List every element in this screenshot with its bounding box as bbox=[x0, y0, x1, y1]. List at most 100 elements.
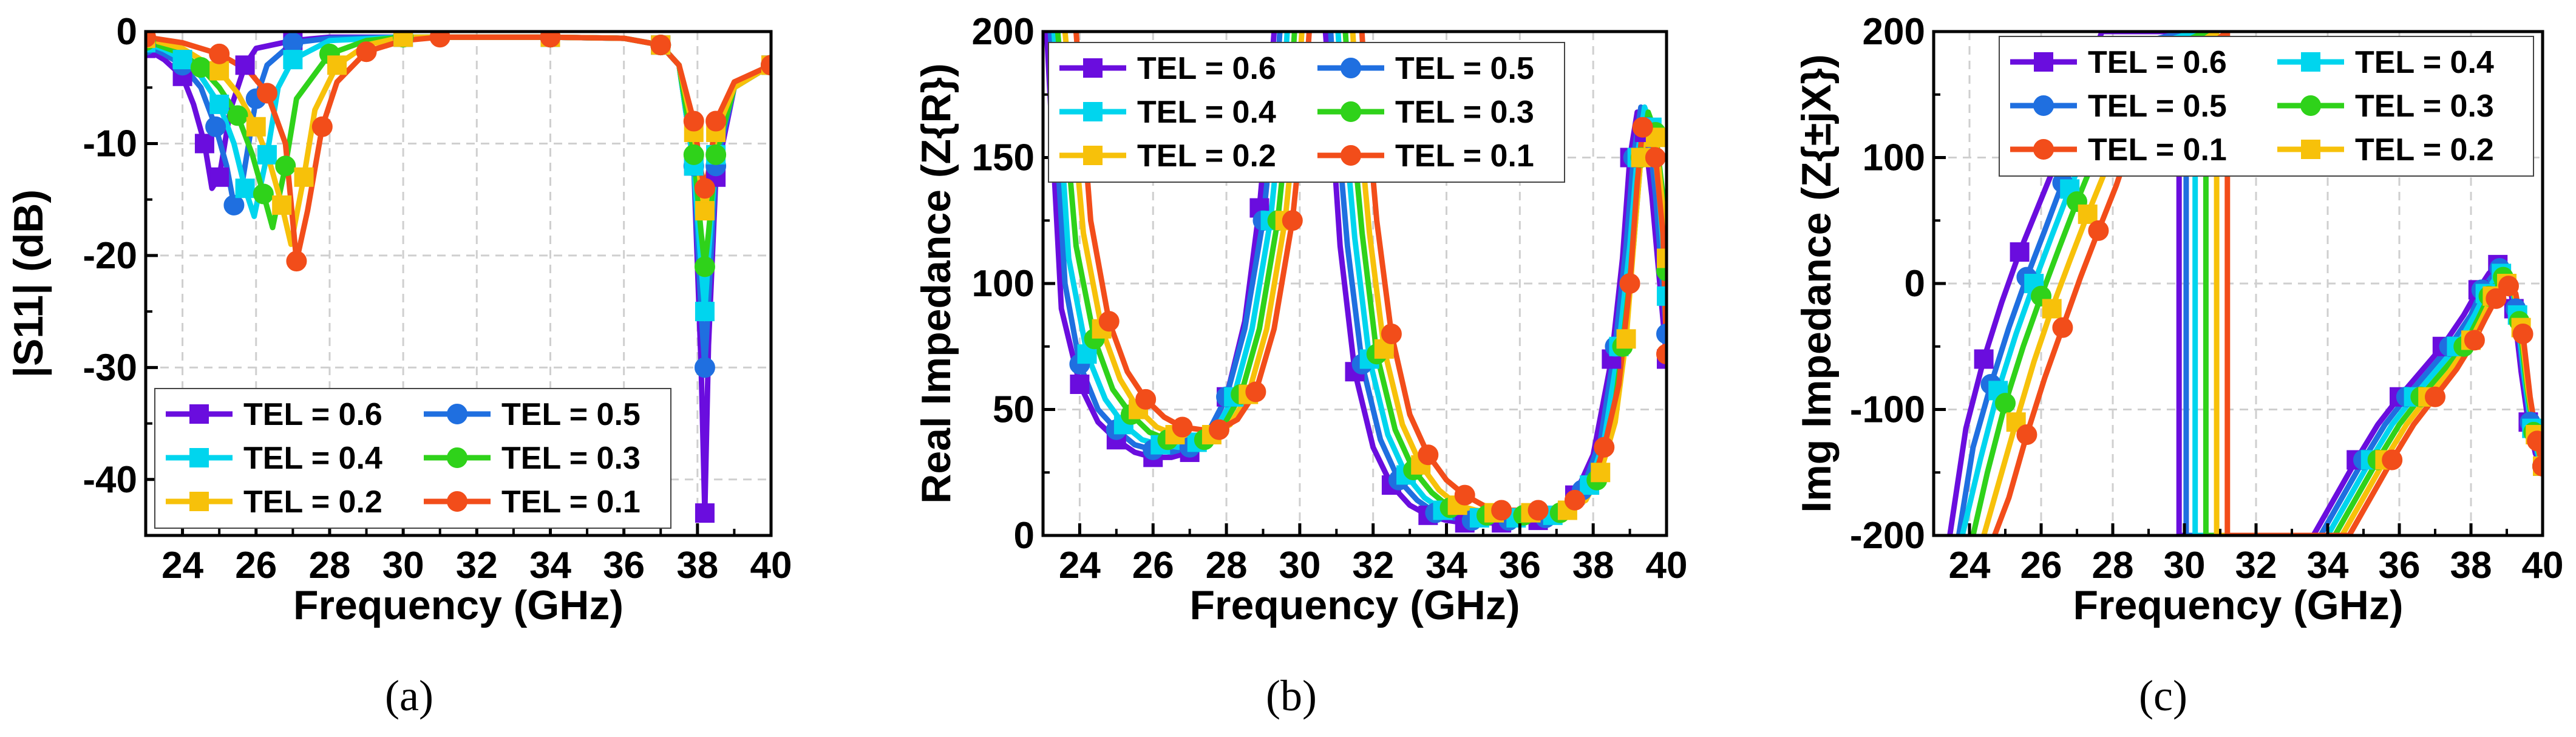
y-axis-label: Img Impedance (Z{±jX}) bbox=[1793, 54, 1840, 512]
x-axis-label: Frequency (GHz) bbox=[2073, 582, 2403, 628]
data-point bbox=[2425, 386, 2445, 407]
data-point bbox=[172, 50, 192, 70]
y-tick-label: -200 bbox=[1850, 515, 1925, 557]
x-tick-label: 24 bbox=[1949, 545, 1991, 586]
legend-entry: TEL = 0.6 bbox=[1137, 51, 1276, 86]
legend-marker bbox=[1341, 101, 1361, 122]
y-axis-label: |S11| (dB) bbox=[5, 189, 52, 378]
data-point bbox=[235, 178, 255, 199]
legend-marker bbox=[189, 448, 209, 467]
x-tick-label: 28 bbox=[2092, 545, 2134, 586]
data-point bbox=[1656, 324, 1667, 344]
legend-entry: TEL = 0.2 bbox=[243, 484, 382, 520]
data-point bbox=[1616, 329, 1636, 349]
data-point bbox=[356, 41, 377, 63]
legend-entry: TEL = 0.6 bbox=[243, 397, 382, 432]
y-tick-label: 50 bbox=[993, 389, 1035, 431]
data-point bbox=[286, 251, 307, 272]
data-point bbox=[393, 32, 413, 47]
data-point bbox=[1245, 381, 1266, 402]
legend-marker bbox=[2301, 52, 2320, 72]
legend-entry: TEL = 0.4 bbox=[243, 441, 382, 476]
y-tick-label: -40 bbox=[83, 459, 137, 501]
legend-entry: TEL = 0.6 bbox=[2088, 45, 2227, 80]
legend-entry: TEL = 0.4 bbox=[1137, 95, 1276, 130]
data-point bbox=[2010, 242, 2030, 262]
x-tick-label: 28 bbox=[1206, 545, 1248, 586]
x-tick-label: 26 bbox=[1132, 545, 1174, 586]
y-tick-label: 100 bbox=[1863, 137, 1925, 179]
legend-marker bbox=[189, 492, 209, 511]
x-tick-label: 36 bbox=[603, 545, 645, 586]
y-tick-label: 0 bbox=[1014, 515, 1035, 557]
x-tick-label: 32 bbox=[2235, 545, 2277, 586]
data-point bbox=[209, 61, 229, 81]
data-point bbox=[1564, 489, 1585, 511]
legend-marker bbox=[1083, 146, 1103, 165]
x-tick-label: 30 bbox=[382, 545, 424, 586]
x-tick-label: 28 bbox=[308, 545, 350, 586]
data-point bbox=[2532, 455, 2543, 477]
data-point bbox=[695, 503, 715, 523]
legend-marker bbox=[447, 491, 467, 512]
legend-marker bbox=[1083, 58, 1103, 78]
data-point bbox=[257, 144, 277, 165]
data-point bbox=[1657, 286, 1667, 306]
x-tick-label: 38 bbox=[676, 545, 718, 586]
y-tick-label: -30 bbox=[83, 347, 137, 389]
plot-area bbox=[146, 32, 771, 523]
x-axis-label: Frequency (GHz) bbox=[1189, 582, 1520, 628]
x-tick-label: 34 bbox=[2307, 545, 2349, 586]
y-tick-label: -10 bbox=[83, 123, 137, 165]
data-point bbox=[209, 94, 229, 114]
legend-entry: TEL = 0.2 bbox=[1137, 138, 1276, 174]
x-tick-label: 26 bbox=[235, 545, 277, 586]
x-tick-label: 26 bbox=[2020, 545, 2062, 586]
legend-marker bbox=[447, 447, 467, 468]
data-point bbox=[1656, 344, 1667, 365]
data-point bbox=[2052, 317, 2073, 338]
legend-box bbox=[1048, 42, 1565, 183]
data-point bbox=[694, 256, 715, 277]
data-point bbox=[2042, 299, 2062, 319]
data-point bbox=[209, 167, 229, 187]
data-point bbox=[2527, 430, 2543, 452]
data-point bbox=[1528, 500, 1549, 521]
data-point bbox=[683, 144, 704, 165]
data-point bbox=[1454, 484, 1475, 506]
legend-box bbox=[1999, 36, 2534, 177]
panel-b-chart: 24 26 28 30 32 34 36 38 40 0 50 100 150 200 Frequency … bbox=[913, 11, 1687, 628]
data-point bbox=[1135, 389, 1157, 410]
data-point bbox=[705, 144, 727, 165]
legend-entry: TEL = 0.5 bbox=[1395, 51, 1534, 86]
x-tick-label: 40 bbox=[2522, 545, 2564, 586]
data-point bbox=[253, 183, 274, 205]
y-tick-label: -100 bbox=[1850, 389, 1925, 431]
data-point bbox=[761, 55, 771, 76]
legend-entry: TEL = 0.1 bbox=[2088, 132, 2227, 168]
legend-entry: TEL = 0.1 bbox=[1395, 138, 1534, 174]
data-point bbox=[650, 35, 671, 56]
data-point bbox=[1208, 419, 1229, 440]
data-point bbox=[694, 357, 715, 378]
legend-marker bbox=[447, 404, 467, 424]
x-tick-label: 40 bbox=[750, 545, 792, 586]
data-point bbox=[283, 50, 303, 70]
x-axis-label: Frequency (GHz) bbox=[293, 582, 624, 628]
legend-marker bbox=[2034, 52, 2053, 72]
panel-label-b: (b) bbox=[1266, 671, 1317, 720]
data-point bbox=[246, 117, 266, 137]
x-tick-label: 34 bbox=[1426, 545, 1467, 586]
legend-entry: TEL = 0.1 bbox=[501, 484, 641, 520]
data-point bbox=[2464, 330, 2485, 351]
y-tick-label: 150 bbox=[972, 137, 1035, 179]
data-point bbox=[1594, 436, 1615, 458]
data-point bbox=[1974, 349, 1994, 369]
data-point bbox=[209, 43, 230, 64]
data-point bbox=[205, 116, 226, 137]
x-tick-label: 34 bbox=[529, 545, 571, 586]
data-point bbox=[1172, 416, 1193, 438]
panel-label-c: (c) bbox=[2139, 671, 2187, 720]
y-axis-label: Real Impedance (Z{R}) bbox=[913, 63, 959, 504]
